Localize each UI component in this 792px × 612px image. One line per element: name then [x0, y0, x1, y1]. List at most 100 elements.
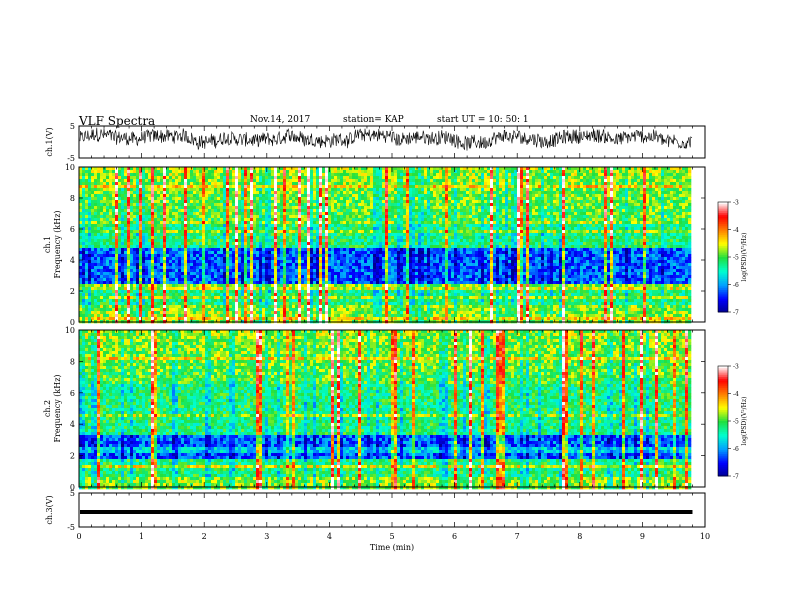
psd-cell	[439, 182, 443, 186]
psd-cell	[178, 194, 182, 198]
psd-cell	[421, 194, 425, 198]
psd-cell	[295, 203, 299, 207]
psd-cell	[178, 191, 182, 195]
psd-cell	[205, 191, 209, 195]
psd-cell	[94, 191, 98, 195]
psd-cell	[670, 230, 674, 234]
psd-cell	[385, 206, 389, 210]
psd-cell	[433, 188, 437, 192]
psd-cell	[286, 212, 290, 216]
psd-cell	[286, 173, 290, 177]
psd-cell	[145, 194, 149, 198]
psd-cell	[499, 227, 503, 231]
psd-cell	[223, 182, 227, 186]
psd-cell	[274, 179, 278, 183]
psd-cell	[418, 212, 422, 216]
psd-cell	[370, 179, 374, 183]
psd-cell	[598, 233, 602, 237]
psd-cell	[121, 233, 125, 237]
psd-cell	[643, 230, 647, 234]
psd-cell	[124, 221, 128, 225]
psd-cell	[580, 230, 584, 234]
psd-cell	[208, 206, 212, 210]
psd-cell	[640, 203, 644, 207]
psd-cell	[646, 191, 650, 195]
psd-cell	[199, 179, 203, 183]
psd-cell	[568, 209, 572, 213]
psd-cell	[652, 200, 656, 204]
psd-cell	[589, 179, 593, 183]
psd-cell	[463, 203, 467, 207]
psd-cell	[526, 230, 530, 234]
psd-cell	[430, 188, 434, 192]
psd-cell	[277, 179, 281, 183]
psd-cell	[508, 212, 512, 216]
psd-cell	[616, 221, 620, 225]
psd-cell	[298, 170, 302, 174]
psd-cell	[373, 218, 377, 222]
psd-cell	[286, 203, 290, 207]
psd-cell	[643, 185, 647, 189]
psd-cell	[445, 221, 449, 225]
psd-cell	[460, 212, 464, 216]
psd-cell	[289, 191, 293, 195]
psd-cell	[106, 212, 110, 216]
psd-cell	[337, 200, 341, 204]
psd-cell	[616, 179, 620, 183]
psd-cell	[601, 200, 605, 204]
psd-cell	[292, 212, 296, 216]
psd-cell	[208, 167, 212, 171]
psd-cell	[502, 218, 506, 222]
psd-cell	[574, 167, 578, 171]
psd-cell	[241, 203, 245, 207]
psd-cell	[628, 185, 632, 189]
psd-cell	[640, 212, 644, 216]
psd-cell	[103, 170, 107, 174]
psd-cell	[433, 221, 437, 225]
psd-cell	[493, 206, 497, 210]
psd-cell	[571, 188, 575, 192]
psd-cell	[118, 176, 122, 180]
psd-cell	[286, 221, 290, 225]
psd-cell	[688, 185, 692, 189]
psd-cell	[118, 188, 122, 192]
psd-cell	[568, 200, 572, 204]
psd-cell	[298, 215, 302, 219]
psd-cell	[661, 191, 665, 195]
psd-cell	[424, 230, 428, 234]
psd-cell	[136, 173, 140, 177]
psd-cell	[157, 176, 161, 180]
psd-cell	[601, 182, 605, 186]
psd-cell	[499, 203, 503, 207]
psd-cell	[148, 194, 152, 198]
psd-cell	[85, 173, 89, 177]
psd-cell	[229, 206, 233, 210]
psd-cell	[88, 236, 92, 240]
psd-cell	[115, 209, 119, 213]
psd-cell	[130, 200, 134, 204]
psd-cell	[172, 227, 176, 231]
psd-cell	[199, 200, 203, 204]
psd-cell	[106, 197, 110, 201]
psd-cell	[454, 191, 458, 195]
psd-cell	[187, 179, 191, 183]
psd-cell	[130, 182, 134, 186]
psd-cell	[592, 212, 596, 216]
psd-cell	[295, 173, 299, 177]
psd-cell	[151, 170, 155, 174]
psd-cell	[130, 179, 134, 183]
psd-cell	[526, 212, 530, 216]
psd-cell	[421, 227, 425, 231]
psd-cell	[655, 191, 659, 195]
psd-cell	[628, 179, 632, 183]
psd-cell	[349, 212, 353, 216]
psd-cell	[499, 224, 503, 228]
psd-cell	[400, 236, 404, 240]
psd-cell	[124, 191, 128, 195]
psd-cell	[439, 185, 443, 189]
psd-cell	[385, 218, 389, 222]
psd-cell	[364, 200, 368, 204]
psd-cell	[190, 221, 194, 225]
psd-cell	[469, 200, 473, 204]
psd-cell	[199, 185, 203, 189]
